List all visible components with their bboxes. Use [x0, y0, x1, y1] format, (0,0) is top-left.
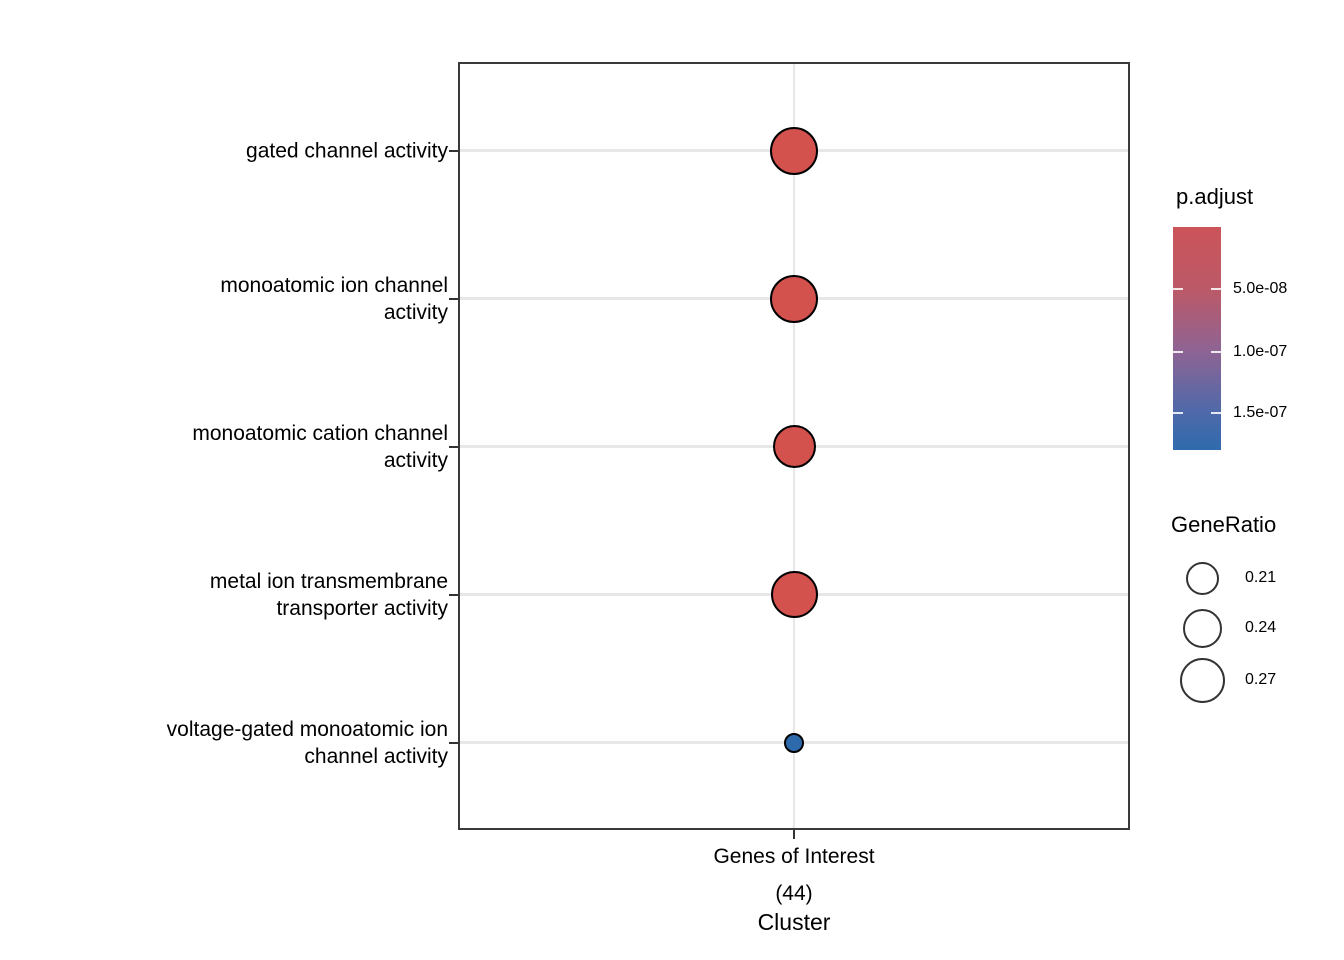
x-axis-tick-label: Genes of Interest (44) — [458, 838, 1130, 912]
y-axis-label: monoatomic ion channel activity — [220, 272, 448, 326]
plot-panel — [458, 62, 1130, 830]
colorbar-tick-label: 5.0e-08 — [1233, 280, 1288, 297]
colorbar-tick — [1173, 411, 1183, 415]
y-axis-tick — [449, 593, 458, 597]
y-axis-tick — [449, 297, 458, 301]
y-axis-label: monoatomic cation channel activity — [192, 420, 448, 474]
size-legend-label: 0.21 — [1245, 569, 1277, 586]
y-axis-label-line: monoatomic cation channel — [192, 422, 448, 445]
legend-gene-ratio: GeneRatio 0.21 0.24 0.27 — [1160, 512, 1344, 722]
y-axis-tick — [449, 741, 458, 745]
data-point-dot — [770, 571, 818, 618]
size-legend-label: 0.27 — [1245, 671, 1277, 688]
colorbar-tick — [1211, 287, 1221, 291]
y-axis-label: gated channel activity — [246, 138, 448, 165]
y-axis-label-line: voltage-gated monoatomic ion — [166, 718, 448, 741]
x-tick-label-line-2: (44) — [775, 882, 813, 905]
legend-p-adjust: p.adjust 5.0e-08 1.0e-07 1.5e-07 — [1160, 184, 1344, 484]
y-axis-label-line: activity — [383, 449, 448, 472]
y-axis-label-line: monoatomic ion channel — [220, 274, 448, 297]
size-legend-circle — [1182, 608, 1222, 648]
x-axis-title: Cluster — [757, 909, 831, 935]
colorbar-tick-label: 1.5e-07 — [1233, 404, 1288, 421]
size-legend-circle — [1185, 561, 1219, 595]
y-axis-label-line: gated channel activity — [246, 139, 448, 163]
y-axis-label-line: transporter activity — [276, 597, 448, 620]
x-tick-label-line-1: Genes of Interest — [713, 845, 875, 868]
colorbar-tick — [1173, 350, 1183, 354]
gene-ratio-legend-title: GeneRatio — [1171, 512, 1277, 537]
y-axis-label-line: activity — [383, 301, 448, 324]
colorbar-tick — [1173, 287, 1183, 291]
data-point-dot — [772, 425, 816, 468]
size-legend-label: 0.24 — [1245, 619, 1277, 636]
p-adjust-legend-title: p.adjust — [1176, 184, 1254, 209]
y-axis-label: metal ion transmembrane transporter activ… — [210, 568, 448, 622]
p-adjust-colorbar — [1173, 227, 1221, 450]
y-axis-tick — [449, 149, 458, 153]
size-legend-circle — [1179, 657, 1225, 703]
colorbar-tick — [1211, 350, 1221, 354]
x-axis-tick — [792, 830, 796, 839]
y-axis-label-line: metal ion transmembrane — [209, 570, 448, 593]
data-point-dot — [770, 274, 818, 323]
data-point-dot — [784, 732, 804, 753]
y-axis-label-line: channel activity — [304, 745, 448, 768]
y-axis-tick — [449, 445, 458, 449]
colorbar-tick — [1211, 411, 1221, 415]
y-axis-label: voltage-gated monoatomic ion channel acti… — [167, 716, 448, 770]
data-point-dot — [770, 126, 818, 175]
colorbar-tick-label: 1.0e-07 — [1233, 343, 1288, 360]
